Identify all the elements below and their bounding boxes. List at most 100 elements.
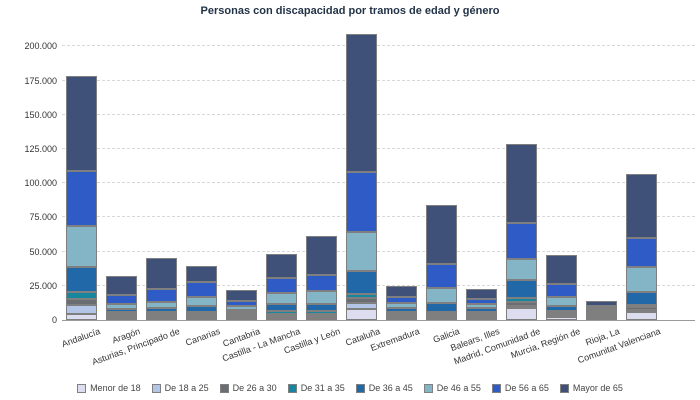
bar-segment[interactable] [106,295,137,305]
bar-segment[interactable] [506,298,537,302]
bar-segment[interactable] [266,277,297,294]
bar-segment[interactable] [186,311,217,314]
bar-segment[interactable] [546,297,577,307]
bar-segment[interactable] [266,315,297,318]
legend-item[interactable]: De 26 a 30 [219,383,277,393]
bar-segment[interactable] [146,312,177,314]
bar-segment[interactable] [146,316,177,318]
bar-segment[interactable] [66,75,97,171]
bar-segment[interactable] [426,313,457,316]
bar-segment[interactable] [546,284,577,298]
bar-segment[interactable] [186,266,217,283]
bar-segment[interactable] [306,291,337,304]
bar-segment[interactable] [266,311,297,314]
bar-segment[interactable] [386,297,417,304]
bar-segment[interactable] [266,293,297,305]
bar-segment[interactable] [226,309,257,312]
bar-segment[interactable] [546,317,577,320]
bar-segment[interactable] [626,307,657,311]
legend-item[interactable]: De 18 a 25 [151,383,209,393]
bar-segment[interactable] [626,310,657,313]
bar-segment[interactable] [306,311,337,314]
bar-segment[interactable] [626,174,657,239]
bar-segment[interactable] [626,304,657,308]
bar-segment[interactable] [226,314,257,316]
bar-segment[interactable] [306,274,337,292]
bar-segment[interactable] [426,204,457,265]
bar-segment[interactable] [586,308,617,310]
bar-segment[interactable] [386,316,417,318]
legend-item[interactable]: De 46 a 55 [423,383,481,393]
bar-segment[interactable] [186,282,217,297]
bar-segment[interactable] [186,318,217,320]
bar-segment[interactable] [386,285,417,298]
legend-item[interactable]: Mayor de 65 [559,383,623,393]
bar-segment[interactable] [466,312,497,314]
bar-segment[interactable] [266,313,297,316]
bar-segment[interactable] [586,312,617,314]
bar-segment[interactable] [466,303,497,309]
bar-segment[interactable] [106,304,137,309]
bar-segment[interactable] [266,254,297,278]
bar-segment[interactable] [426,303,457,312]
bar-segment[interactable] [626,312,657,320]
bar-segment[interactable] [266,317,297,320]
bar-segment[interactable] [426,318,457,320]
bar-segment[interactable] [226,318,257,320]
bar-segment[interactable] [546,255,577,285]
bar-segment[interactable] [546,315,577,318]
bar-segment[interactable] [146,318,177,320]
bar-segment[interactable] [506,259,537,281]
bar-segment[interactable] [306,314,337,316]
bar-segment[interactable] [306,235,337,275]
bar-segment[interactable] [626,238,657,268]
bar-segment[interactable] [586,318,617,320]
bar-segment[interactable] [546,306,577,312]
bar-segment[interactable] [346,171,377,233]
bar-segment[interactable] [66,314,97,320]
bar-segment[interactable] [426,288,457,304]
bar-segment[interactable] [106,276,137,296]
bar-segment[interactable] [106,308,137,312]
bar-segment[interactable] [386,312,417,314]
bar-segment[interactable] [466,316,497,318]
bar-segment[interactable] [466,318,497,320]
bar-segment[interactable] [586,310,617,312]
bar-segment[interactable] [66,225,97,268]
bar-segment[interactable] [66,305,97,314]
bar-segment[interactable] [426,311,457,314]
bar-segment[interactable] [546,311,577,314]
bar-segment[interactable] [146,288,177,303]
bar-segment[interactable] [426,316,457,318]
bar-segment[interactable] [186,316,217,318]
bar-segment[interactable] [426,264,457,289]
bar-segment[interactable] [66,291,97,299]
bar-segment[interactable] [66,170,97,226]
bar-segment[interactable] [386,318,417,320]
bar-segment[interactable] [346,271,377,294]
bar-segment[interactable] [346,309,377,320]
bar-segment[interactable] [506,280,537,299]
bar-segment[interactable] [226,290,257,302]
bar-segment[interactable] [466,299,497,304]
bar-segment[interactable] [106,318,137,320]
bar-segment[interactable] [626,267,657,293]
bar-segment[interactable] [66,299,97,305]
bar-segment[interactable] [506,308,537,320]
bar-segment[interactable] [346,232,377,272]
bar-segment[interactable] [346,33,377,172]
bar-segment[interactable] [506,144,537,223]
legend-item[interactable]: Menor de 18 [77,383,141,393]
bar-segment[interactable] [506,222,537,260]
bar-segment[interactable] [226,306,257,310]
bar-segment[interactable] [106,316,137,318]
bar-segment[interactable] [466,308,497,312]
bar-segment[interactable] [106,314,137,316]
bar-segment[interactable] [226,316,257,318]
bar-segment[interactable] [66,267,97,292]
bar-segment[interactable] [226,301,257,307]
bar-segment[interactable] [186,314,217,316]
bar-segment[interactable] [186,296,217,307]
bar-segment[interactable] [386,308,417,312]
legend-item[interactable]: De 56 a 65 [491,383,549,393]
